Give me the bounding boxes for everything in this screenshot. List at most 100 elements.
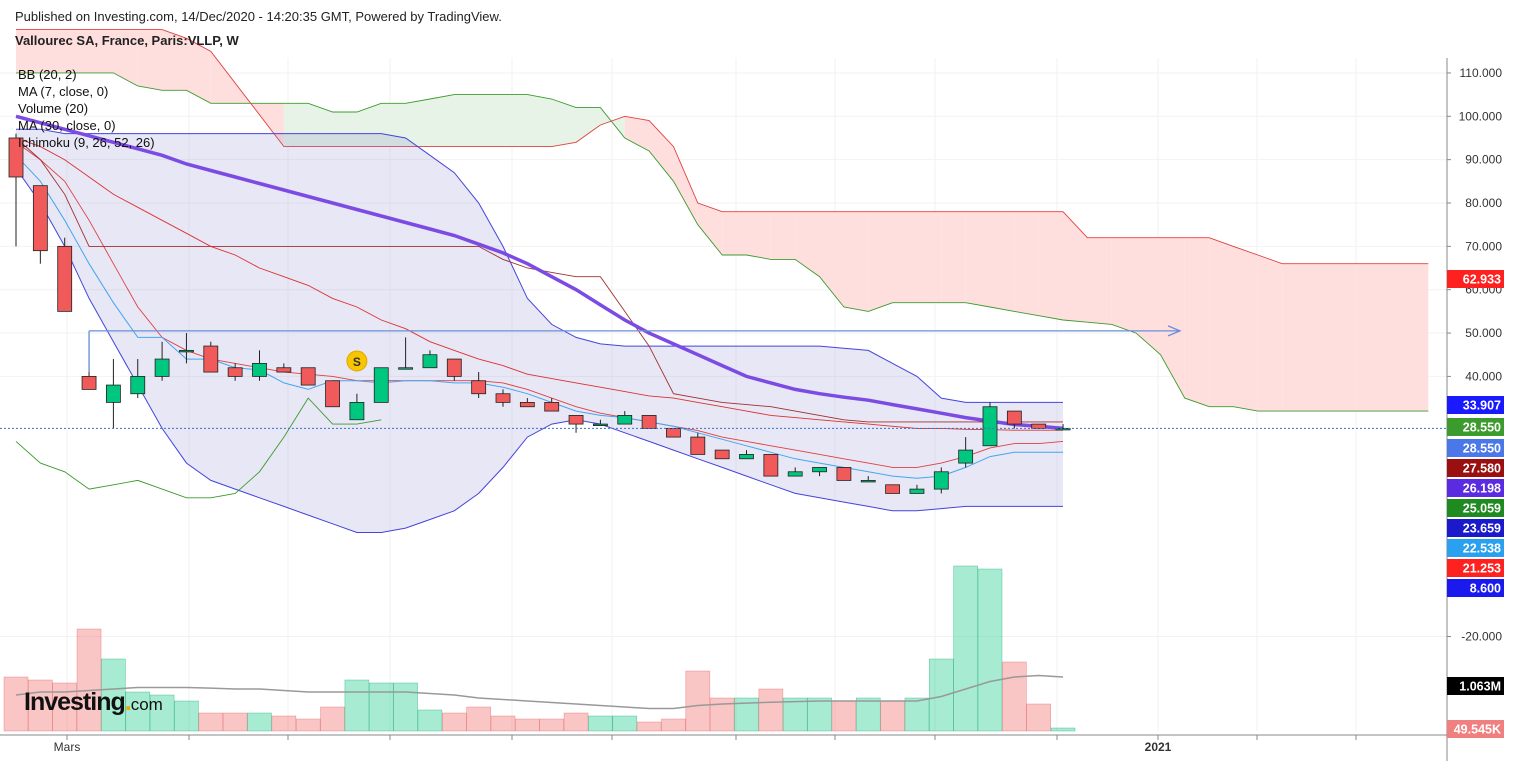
candle-body (203, 345, 219, 373)
indicator-label[interactable]: BB (20, 2) (18, 67, 77, 82)
volume-bar (344, 679, 370, 732)
volume-bar (295, 718, 321, 732)
price-label-box (1447, 479, 1504, 497)
cloud-segment (1355, 263, 1380, 412)
candle-body (836, 467, 852, 481)
candle-body (568, 415, 584, 425)
cloud-segment (868, 211, 893, 312)
ma30-line (15, 114, 1064, 431)
price-label-text: 22.538 (1463, 542, 1501, 556)
cloud-segment (965, 211, 990, 308)
candle-body (179, 349, 194, 353)
candle-body (812, 467, 827, 473)
volume-bar (466, 706, 491, 732)
candle-body (909, 488, 925, 494)
chart-overlay: S (0, 325, 1447, 429)
price-label-text: 26.198 (1463, 482, 1501, 496)
volume-bar (661, 718, 686, 732)
cloud-segment (1403, 263, 1429, 412)
published-caption: Published on Investing.com, 14/Dec/2020 … (15, 9, 502, 24)
volume-bar (880, 700, 905, 732)
bollinger-upper (16, 128, 1063, 403)
cloud-segment (454, 94, 479, 147)
price-label-box (1447, 579, 1504, 597)
volume-bars (3, 565, 1076, 732)
cloud-segment (527, 94, 552, 147)
cloud-segment (137, 29, 163, 91)
volume-bar (149, 694, 175, 732)
cloud-segment (1282, 263, 1307, 412)
volume-bar (174, 700, 199, 732)
volume-bar (441, 712, 467, 732)
price-axis-tick-label: 80.000 (1465, 196, 1502, 210)
indicator-label[interactable]: MA (30, close, 0) (18, 118, 116, 133)
candle-body (130, 375, 146, 395)
cloud-segment (162, 29, 187, 91)
cloud-segment (1014, 211, 1039, 316)
cloud-segment (1111, 237, 1137, 334)
candle-body (739, 454, 754, 460)
price-axis-tick-label: 100.000 (1459, 109, 1503, 123)
cloud-segment (1330, 263, 1356, 412)
price-label-box (1447, 459, 1504, 477)
candle-body (252, 362, 267, 377)
senkou-span-a (16, 72, 1429, 412)
indicator-label[interactable]: MA (7, close, 0) (18, 84, 109, 99)
cloud-segment (576, 107, 601, 143)
volume-bar (977, 568, 1003, 732)
cloud-segment (770, 211, 796, 260)
indicator-lines (15, 114, 1064, 533)
candle-body (8, 137, 24, 178)
price-label-box (1447, 720, 1504, 738)
volume-bar (271, 715, 297, 732)
candle-body (690, 436, 706, 455)
volume-bar (368, 682, 394, 732)
candle-body (714, 449, 730, 460)
volume-bar (904, 697, 930, 732)
indicator-label[interactable]: Ichimoku (9, 26, 52, 26) (18, 135, 155, 150)
cloud-segment (722, 211, 747, 256)
volume-bar (563, 712, 589, 732)
cloud-segment (673, 146, 698, 225)
price-axis-tick-label: 70.000 (1465, 239, 1502, 253)
cloud-segment (746, 211, 771, 260)
price-label-text: 8.600 (1470, 582, 1501, 596)
volume-bar (125, 691, 151, 732)
volume-bar (28, 679, 53, 732)
volume-bar (1002, 661, 1027, 732)
price-label-text: 49.545K (1454, 723, 1501, 737)
volume-bar (855, 697, 881, 732)
cloud-segment (405, 98, 430, 147)
indicator-legend: BB (20, 2) MA (7, close, 0) Volume (20) … (18, 66, 155, 151)
volume-bar (782, 697, 808, 732)
indicator-label[interactable]: Volume (20) (18, 101, 89, 116)
investing-logo: Investing.com (24, 688, 163, 717)
candle-body (860, 480, 876, 483)
cloud-segment (381, 103, 406, 147)
price-label-text: 25.059 (1463, 502, 1501, 516)
cloud-segment (551, 98, 577, 147)
time-axis[interactable]: Mars 2021 (0, 734, 1447, 754)
candle-body (958, 449, 974, 464)
volume-ma-line (15, 674, 1064, 710)
cloud-segment (819, 211, 844, 308)
volume-bar (198, 712, 224, 732)
candle-body (544, 402, 560, 412)
price-axis[interactable]: 110.000100.00090.00080.00070.00060.00050… (1446, 58, 1504, 761)
volume-bar (490, 715, 516, 732)
price-label-text: 27.580 (1463, 462, 1501, 476)
candle-body (666, 428, 681, 438)
volume-bar (3, 676, 29, 732)
candle-body (349, 402, 365, 421)
cloud-segment (697, 203, 723, 256)
price-label-text: 28.550 (1463, 421, 1501, 435)
volume-bar (685, 670, 711, 732)
logo-suffix: com (130, 695, 163, 714)
senkou-span-b (16, 29, 1429, 265)
cloud-segment (478, 94, 503, 147)
cloud-segment (1087, 237, 1112, 325)
ma7-line (15, 154, 1063, 479)
cloud-segment (1379, 263, 1404, 412)
candle-body (227, 367, 243, 377)
